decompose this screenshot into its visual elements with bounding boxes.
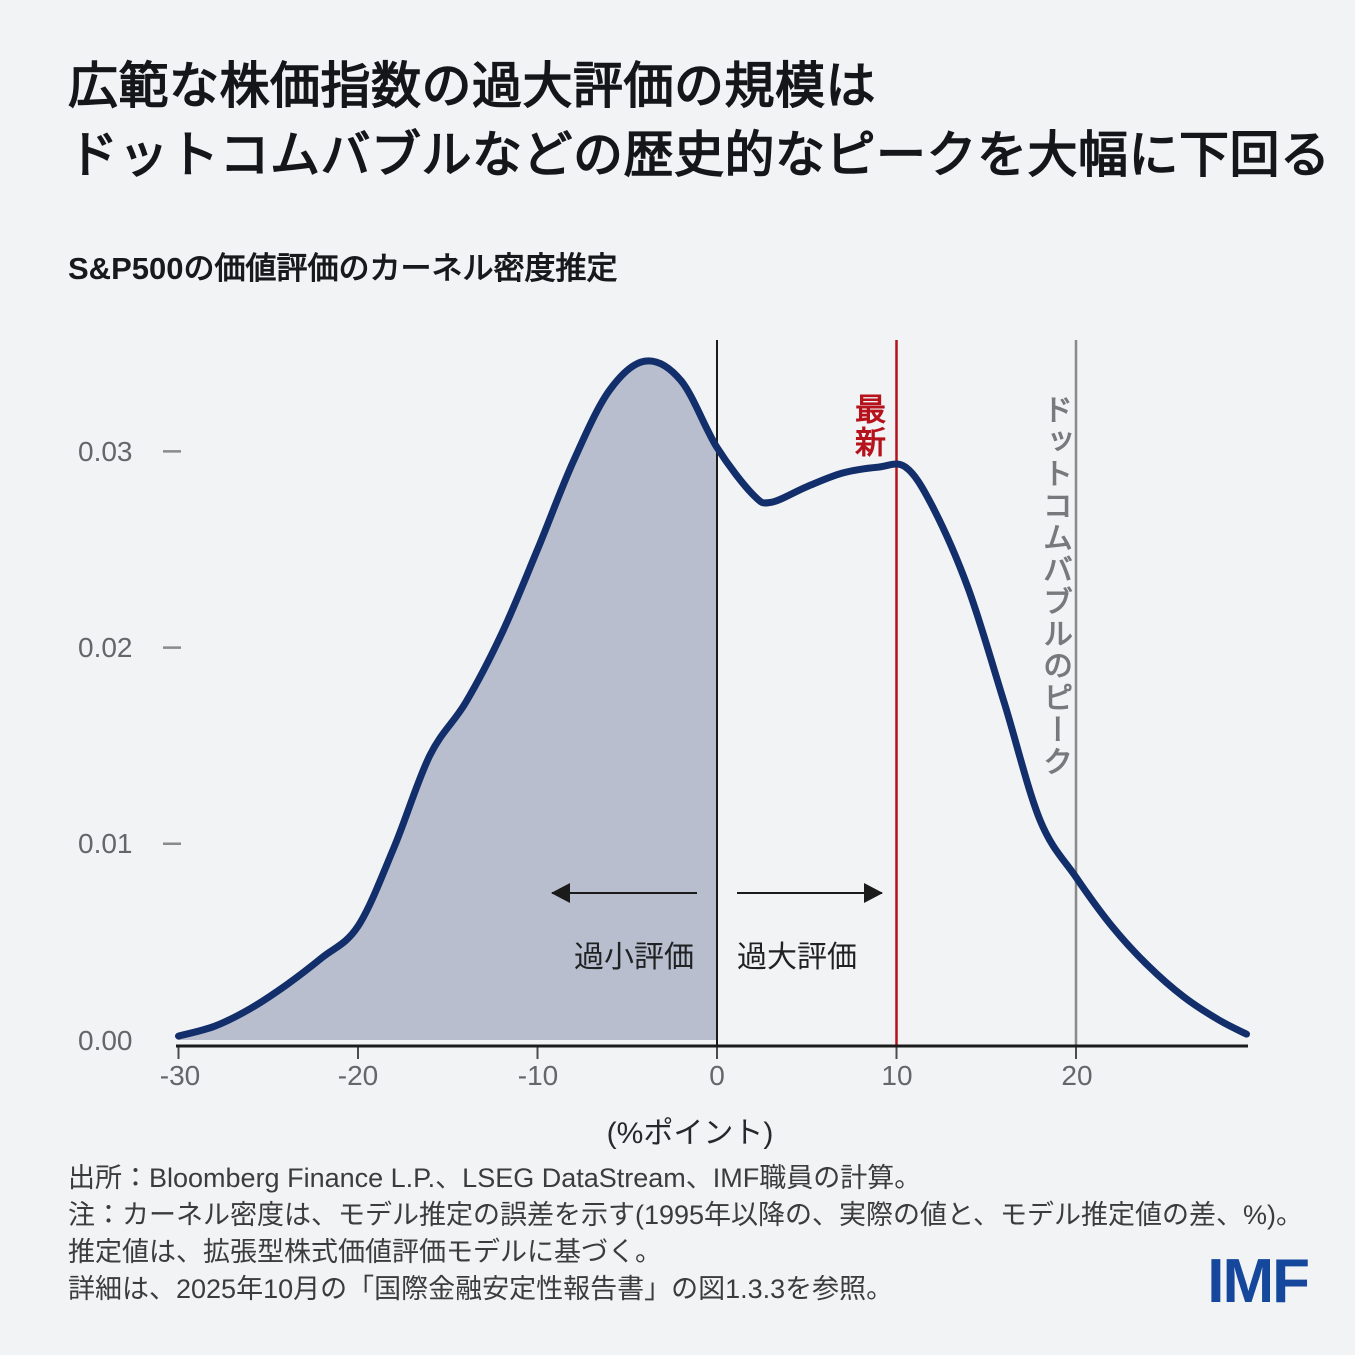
chart-subtitle: S&P500の価値評価のカーネル密度推定 (68, 251, 618, 286)
overvalued-arrow (737, 883, 883, 903)
y-axis-label-000: 0.00 (78, 1025, 133, 1056)
y-axis-label-003: 0.03 (78, 436, 133, 467)
overvalued-label: 過大評価 (737, 941, 857, 974)
undervalued-arrow (551, 883, 697, 903)
source-notes: 出所：Bloomberg Finance L.P.、LSEG DataStrea… (68, 1160, 1328, 1308)
page-title-line1: 広範な株価指数の過大評価の規模は (68, 58, 876, 114)
x-axis-label-0: 0 (709, 1060, 725, 1091)
page-title: 広範な株価指数の過大評価の規模は ドットコムバブルなどの歴史的なピークを大幅に下… (68, 52, 1331, 190)
x-axis-ticks (177, 1047, 1077, 1059)
dotcom-peak-annotation-label: ドットコムバブルのピーク (1038, 394, 1071, 778)
undervalued-label: 過小評価 (574, 941, 694, 974)
page-title-line2: ドットコムバブルなどの歴史的なピークを大幅に下回る (68, 127, 1331, 183)
x-axis-label-m30: -30 (159, 1060, 201, 1091)
note-line-2: 推定値は、拡張型株式価値評価モデルに基づく。 (68, 1237, 662, 1267)
shaded-area-undervalued (178, 360, 717, 1040)
y-axis-label-001: 0.01 (78, 828, 133, 859)
x-axis-label-20: 20 (1061, 1060, 1093, 1091)
source-line: 出所：Bloomberg Finance L.P.、LSEG DataStrea… (68, 1163, 922, 1193)
y-axis-label-002: 0.02 (78, 632, 133, 663)
density-curve (175, 357, 1250, 1040)
note-line-1: 注：カーネル密度は、モデル推定の誤差を示す(1995年以降の、実際の値と、モデル… (68, 1200, 1303, 1230)
x-axis-label-m20: -20 (337, 1060, 379, 1091)
imf-logo: IMF (1207, 1247, 1310, 1316)
note-line-3: 詳細は、2025年10月の「国際金融安定性報告書」の図1.3.3を参照。 (68, 1274, 894, 1304)
x-axis-label-m10: -10 (517, 1060, 559, 1091)
x-axis-title: (%ポイント) (606, 1117, 774, 1150)
arrow-head (551, 883, 570, 903)
latest-annotation-label: 最新 (850, 393, 885, 459)
x-axis-label-10: 10 (881, 1060, 913, 1091)
arrow-head (864, 883, 883, 903)
y-axis-ticks (163, 450, 181, 846)
